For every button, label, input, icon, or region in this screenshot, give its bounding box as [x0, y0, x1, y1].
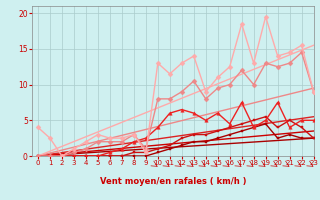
- X-axis label: Vent moyen/en rafales ( km/h ): Vent moyen/en rafales ( km/h ): [100, 177, 246, 186]
